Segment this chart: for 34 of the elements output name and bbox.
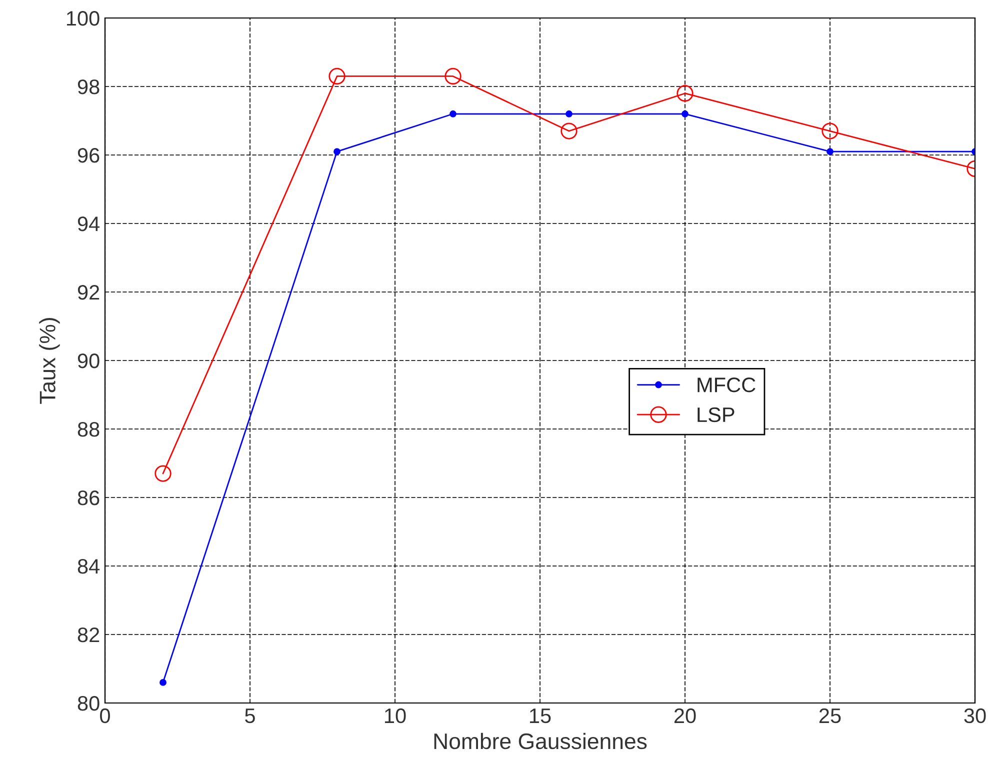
y-axis-title: Taux (%): [39, 318, 60, 404]
y-tick-label: 82: [78, 628, 100, 642]
point: [676, 85, 694, 102]
point: [826, 148, 834, 156]
point: [160, 678, 166, 686]
x-tick-label: 10: [385, 708, 406, 724]
x-tick-label: 20: [674, 708, 696, 724]
y-tick-label: 98: [78, 80, 100, 94]
x-tick-label: 15: [530, 708, 551, 724]
y-tick-label: 94: [78, 216, 100, 232]
point: [822, 122, 838, 140]
y-tick-label: 92: [78, 285, 100, 300]
point: [682, 110, 688, 118]
point: [560, 122, 578, 140]
y-tick-label: 86: [78, 490, 100, 506]
point: [566, 110, 572, 118]
x-tick-label: 5: [245, 708, 255, 724]
point: [328, 68, 346, 85]
x-axis-title: Nombre Gaussiennes: [434, 732, 647, 750]
x-tick-label: 25: [819, 708, 841, 724]
x-tick-label: 0: [100, 708, 110, 724]
x-tick-label: 30: [964, 708, 986, 724]
y-tick-label: 88: [78, 422, 100, 437]
point: [334, 148, 340, 156]
y-tick-label: 84: [78, 559, 100, 574]
y-tick-label: 100: [66, 11, 100, 26]
y-tick-label: 90: [78, 354, 100, 368]
point: [154, 465, 172, 482]
y-tick-label: 80: [78, 696, 100, 711]
point: [450, 110, 456, 118]
legend-label: LSP: [698, 407, 734, 422]
point: [444, 68, 462, 85]
y-tick-label: 96: [78, 148, 100, 163]
legend-label: MFCC: [698, 378, 756, 392]
